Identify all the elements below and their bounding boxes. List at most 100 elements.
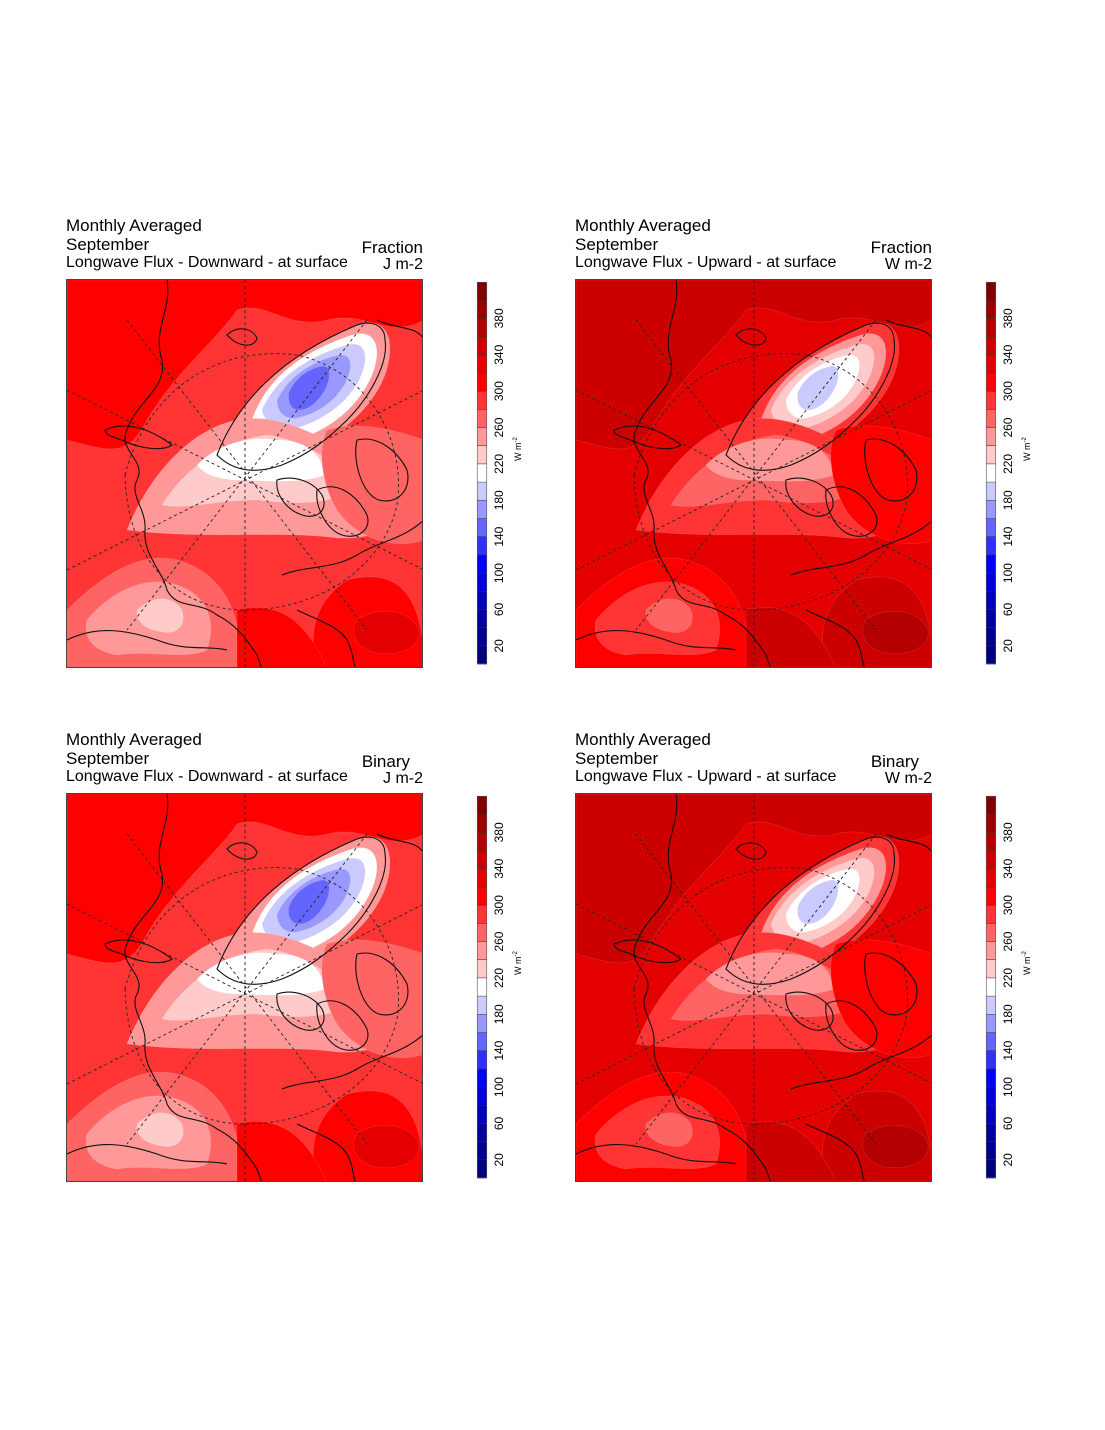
panel-title-line2: September [575,235,659,254]
map-plot [66,279,423,668]
contour-region-north-land [576,280,931,667]
colorbar-border [476,281,488,665]
contour-region-north-land [67,794,422,1181]
colorbar-segment [986,868,996,888]
colorbar-segment [477,445,487,465]
colorbar-segment [477,554,487,574]
colorbar-segment [477,409,487,428]
coastline [576,630,737,651]
coastline [316,1000,369,1051]
colorbar-segment [477,996,487,1015]
graticule-line [576,390,931,571]
colorbar-segment [477,886,487,906]
colorbar-segment [477,1141,487,1161]
contour-region-south-dark [745,1121,836,1181]
colorbar-tick-label: 140 [1001,1040,1015,1060]
colorbar-segment [986,482,996,501]
colorbar-segment [986,336,996,356]
panel-upward-binary: Monthly Averaged September Longwave Flux… [575,730,1055,1210]
contour-region-greenland-core [288,879,330,925]
colorbar: 20 60 100 140 180 220 260 300 340 380 [985,795,1015,1179]
colorbar-segment [986,1050,996,1070]
colorbar-segment [986,354,996,374]
graticule-line [633,867,908,1125]
colorbar-tick-label: 300 [492,381,506,401]
graticule-line [126,833,368,1145]
colorbar-segment [986,445,996,465]
colorbar-segment [986,886,996,906]
contour-region-south-dark [745,607,836,667]
colorbar-segment [477,905,487,924]
colorbar-segment [986,941,996,961]
coastline [104,425,173,450]
map-svg [67,280,422,667]
colorbar-segment [477,482,487,501]
panel-method: Fraction [361,238,423,257]
contour-region-north-land [67,280,422,667]
colorbar-segment [477,959,487,979]
colorbar-segment [477,336,487,356]
panel-header: Monthly Averaged September Longwave Flux… [66,216,423,278]
coastline [576,1144,737,1165]
contour-region-siberia-light [645,1112,693,1147]
panel-title-line2: September [66,749,150,768]
colorbar-segment [986,1123,996,1142]
colorbar-svg: 20 60 100 140 180 220 260 300 340 380 [985,795,1015,1179]
coastline [613,425,682,450]
panel-method: Binary [361,752,410,771]
map-svg [576,794,931,1181]
colorbar-segment [477,318,487,337]
colorbar-tick-label: 220 [1001,968,1015,988]
colorbar-segment [986,1159,996,1179]
coastline [613,939,682,964]
graticule-line [67,904,422,1085]
colorbar-segment [477,868,487,888]
colorbar-segment [477,1014,487,1033]
colorbar-segment [477,1068,487,1088]
colorbar: 20 60 100 140 180 220 260 300 340 380 [985,281,1015,665]
panel-title-line2: September [575,749,659,768]
contour-region-hudson-dark [862,610,929,655]
colorbar-tick-label: 100 [492,563,506,583]
colorbar-tick-label: 340 [492,858,506,878]
colorbar-segment [477,941,487,961]
colorbar-tick-label: 20 [1001,639,1015,653]
coastline [805,609,865,667]
coastline [735,842,767,860]
panel-title-line3: Longwave Flux - Upward - at surface [575,768,837,785]
coastline [226,328,258,346]
coastline [864,438,918,502]
graticule-line [67,390,422,571]
colorbar-segment [477,1087,487,1106]
colorbar-segment [477,372,487,392]
colorbar-segment [986,1014,996,1033]
panel-title-line3: Longwave Flux - Upward - at surface [575,254,837,271]
colorbar-segment [986,554,996,574]
colorbar-segment [986,814,996,833]
contour-region-hudson-dark [353,1124,420,1169]
colorbar-unit-label: W m-2 [513,437,523,461]
colorbar-segment [477,463,487,483]
colorbar-svg: 20 60 100 140 180 220 260 300 340 380 [476,795,506,1179]
coastline [355,438,409,502]
colorbar-segment [986,1087,996,1106]
colorbar-unit-text: W m [513,956,523,976]
colorbar-tick-label: 100 [1001,1077,1015,1097]
colorbar-segment [986,850,996,870]
map-plot [575,793,932,1182]
panel-title-line2: September [66,235,150,254]
panel-title-line3: Longwave Flux - Downward - at surface [66,254,348,271]
colorbar-tick-label: 260 [1001,931,1015,951]
coastline [735,328,767,346]
colorbar-segment [986,500,996,519]
colorbar-segment [986,300,996,319]
coastline [885,833,931,853]
colorbar-unit-exponent: -2 [513,951,519,957]
colorbar-segment [477,1032,487,1051]
colorbar-segment [986,427,996,447]
colorbar-segment [477,977,487,997]
coastline [376,319,422,339]
panel-units: W m-2 [884,256,932,273]
coastline [216,322,386,471]
panel-title-line1: Monthly Averaged [66,730,202,749]
